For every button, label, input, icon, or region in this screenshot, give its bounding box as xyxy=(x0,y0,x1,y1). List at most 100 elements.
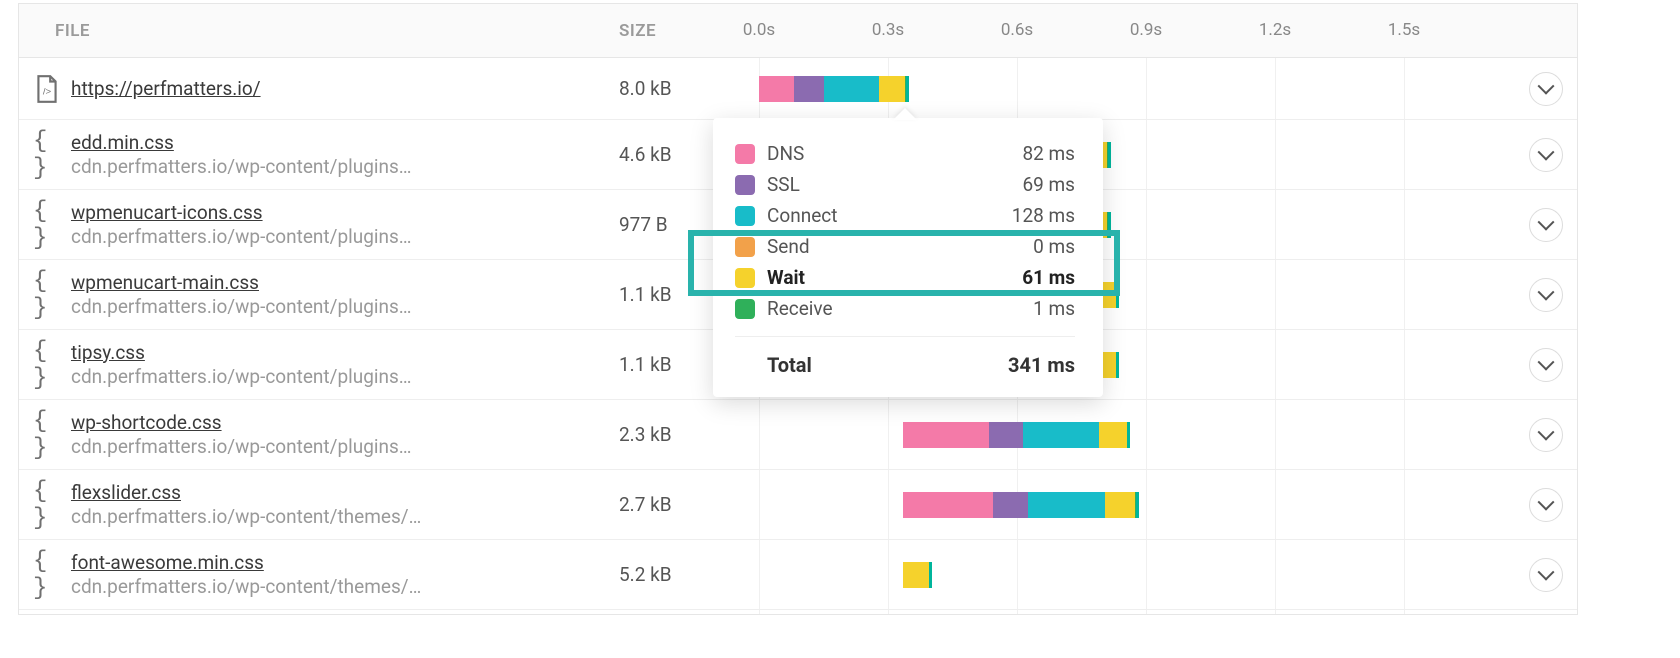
timeline-cell xyxy=(739,470,1577,539)
tooltip-row-dns: DNS 82 ms xyxy=(735,138,1075,169)
waterfall-bar[interactable] xyxy=(903,562,932,588)
tooltip-phase-label: Receive xyxy=(767,297,833,320)
table-row: /> https://perfmatters.io/8.0 kB xyxy=(19,58,1577,120)
file-subpath: cdn.perfmatters.io/wp-content/themes/… xyxy=(71,505,421,529)
timeline-tick-label: 0.6s xyxy=(1001,20,1033,40)
chevron-down-icon xyxy=(1538,563,1555,580)
expand-row-button[interactable] xyxy=(1529,348,1563,382)
table-row: { } wp-shortcode.csscdn.perfmatters.io/wp… xyxy=(19,400,1577,470)
waterfall-panel: FILE SIZE 0.0s0.3s0.6s0.9s1.2s1.5s />htt… xyxy=(18,3,1578,615)
color-swatch-icon xyxy=(735,237,755,257)
timing-segment-ssl xyxy=(993,492,1027,518)
expand-row-button[interactable] xyxy=(1529,488,1563,522)
css-file-icon: { } xyxy=(33,281,61,309)
file-name-link[interactable]: font-awesome.min.css xyxy=(71,551,421,575)
timeline-cell xyxy=(739,400,1577,469)
css-file-icon: { } xyxy=(33,141,61,169)
timing-tooltip: DNS 82 ms SSL 69 ms Connect128 ms Send 0 ms Wai… xyxy=(713,118,1103,397)
file-subpath: cdn.perfmatters.io/wp-content/plugins… xyxy=(71,155,412,179)
file-name-link[interactable]: https://perfmatters.io/ xyxy=(71,77,261,101)
timeline-cell xyxy=(739,58,1577,119)
timeline-tick-label: 0.0s xyxy=(743,20,775,40)
timing-segment-connect xyxy=(1028,492,1105,518)
file-name-link[interactable]: tipsy.css xyxy=(71,341,412,365)
file-subpath: cdn.perfmatters.io/wp-content/plugins… xyxy=(71,435,412,459)
tooltip-phase-value: 69 ms xyxy=(1022,173,1075,196)
tooltip-total-label: Total xyxy=(767,353,812,377)
waterfall-bar[interactable] xyxy=(759,76,909,102)
tooltip-row-connect: Connect128 ms xyxy=(735,200,1075,231)
css-file-icon: { } xyxy=(33,211,61,239)
timing-segment-ssl xyxy=(794,76,824,102)
timing-segment-ssl xyxy=(989,422,1023,448)
timing-segment-wait xyxy=(879,76,905,102)
color-swatch-icon xyxy=(735,206,755,226)
expand-row-button[interactable] xyxy=(1529,278,1563,312)
css-file-icon: { } xyxy=(33,351,61,379)
file-name-link[interactable]: edd.min.css xyxy=(71,131,412,155)
tooltip-row-receive: Receive 1 ms xyxy=(735,293,1075,324)
expand-row-button[interactable] xyxy=(1529,418,1563,452)
tooltip-phase-label: DNS xyxy=(767,142,804,165)
chevron-down-icon xyxy=(1538,143,1555,160)
file-name-link[interactable]: wpmenucart-main.css xyxy=(71,271,412,295)
tooltip-row-wait: Wait 61 ms xyxy=(735,262,1075,293)
tooltip-phase-value: 0 ms xyxy=(1033,235,1075,258)
timing-segment-dns xyxy=(759,76,794,102)
table-header: FILE SIZE 0.0s0.3s0.6s0.9s1.2s1.5s xyxy=(19,4,1577,58)
timing-segment-dns xyxy=(903,492,993,518)
tooltip-phase-value: 61 ms xyxy=(1022,266,1075,289)
timeline-tick-label: 0.9s xyxy=(1130,20,1162,40)
tooltip-total-value: 341 ms xyxy=(1008,353,1075,377)
chevron-down-icon xyxy=(1538,353,1555,370)
waterfall-bar[interactable] xyxy=(903,422,1130,448)
css-file-icon: { } xyxy=(33,491,61,519)
column-header-size: SIZE xyxy=(619,21,739,41)
expand-row-button[interactable] xyxy=(1529,138,1563,172)
timing-segment-connect xyxy=(1023,422,1098,448)
tooltip-row-ssl: SSL 69 ms xyxy=(735,169,1075,200)
timing-segment-wait xyxy=(1105,492,1135,518)
timing-segment-wait xyxy=(1099,422,1127,448)
file-size: 2.7 kB xyxy=(619,493,739,516)
tooltip-phase-label: Wait xyxy=(767,266,805,289)
chevron-down-icon xyxy=(1538,213,1555,230)
timing-segment-wait xyxy=(903,562,929,588)
column-header-file: FILE xyxy=(19,21,619,41)
timing-segment-connect xyxy=(824,76,879,102)
expand-row-button[interactable] xyxy=(1529,72,1563,106)
file-subpath: cdn.perfmatters.io/wp-content/plugins… xyxy=(71,225,412,249)
color-swatch-icon xyxy=(735,175,755,195)
color-swatch-icon xyxy=(735,299,755,319)
table-row: { } flexslider.csscdn.perfmatters.io/wp-c… xyxy=(19,470,1577,540)
table-row: { } font-awesome.min.csscdn.perfmatters.i… xyxy=(19,540,1577,610)
color-swatch-icon xyxy=(735,268,755,288)
svg-text:/>: /> xyxy=(43,86,52,97)
file-size: 5.2 kB xyxy=(619,563,739,586)
expand-row-button[interactable] xyxy=(1529,558,1563,592)
file-name-link[interactable]: flexslider.css xyxy=(71,481,421,505)
file-size: 2.3 kB xyxy=(619,423,739,446)
timeline-cell xyxy=(739,540,1577,609)
chevron-down-icon xyxy=(1538,493,1555,510)
timeline-tick-label: 1.2s xyxy=(1259,20,1291,40)
tooltip-row-send: Send 0 ms xyxy=(735,231,1075,262)
tooltip-phase-value: 128 ms xyxy=(1012,204,1075,227)
file-size: 8.0 kB xyxy=(619,77,739,100)
css-file-icon: { } xyxy=(33,421,61,449)
file-subpath: cdn.perfmatters.io/wp-content/plugins… xyxy=(71,295,412,319)
waterfall-bar[interactable] xyxy=(903,492,1139,518)
expand-row-button[interactable] xyxy=(1529,208,1563,242)
tooltip-phase-label: SSL xyxy=(767,173,800,196)
file-name-link[interactable]: wpmenucart-icons.css xyxy=(71,201,412,225)
tooltip-phase-value: 82 ms xyxy=(1022,142,1075,165)
file-subpath: cdn.perfmatters.io/wp-content/plugins… xyxy=(71,365,412,389)
file-subpath: cdn.perfmatters.io/wp-content/themes/… xyxy=(71,575,421,599)
file-name-link[interactable]: wp-shortcode.css xyxy=(71,411,412,435)
css-file-icon: { } xyxy=(33,561,61,589)
chevron-down-icon xyxy=(1538,77,1555,94)
tooltip-phase-value: 1 ms xyxy=(1033,297,1075,320)
tooltip-phase-label: Send xyxy=(767,235,810,258)
color-swatch-icon xyxy=(735,144,755,164)
timeline-tick-label: 0.3s xyxy=(872,20,904,40)
